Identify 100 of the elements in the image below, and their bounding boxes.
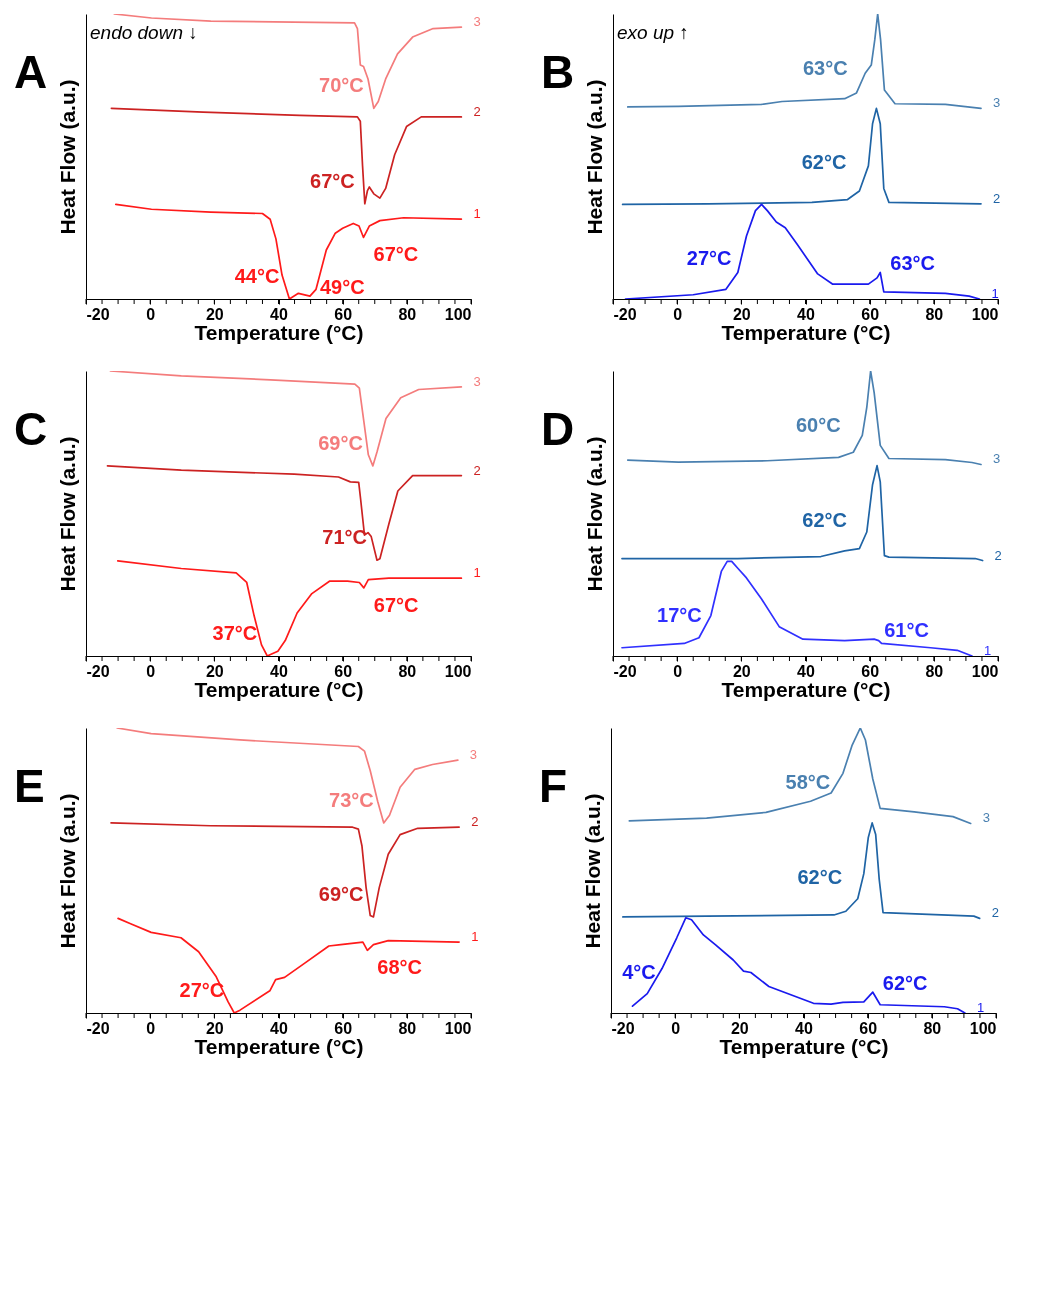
annotation: 17°C	[657, 604, 702, 627]
x-axis-title: Temperature (°C)	[719, 1034, 889, 1058]
x-tick-label: 80	[925, 662, 944, 680]
x-tick-label: 0	[673, 662, 683, 680]
series-label: 1	[471, 929, 479, 945]
y-axis-title: Heat Flow (a.u.)	[55, 79, 79, 235]
annotation: 4°C	[622, 960, 656, 983]
annotation: 58°C	[785, 771, 831, 793]
x-tick-label: 20	[732, 662, 751, 680]
annotation: 73°C	[329, 788, 374, 811]
annotation: 62°C	[882, 972, 928, 995]
x-tick-label: 60	[861, 662, 880, 680]
series-label: 2	[471, 814, 479, 830]
text: C	[14, 403, 48, 455]
x-tick-label: -20	[611, 1019, 635, 1037]
annotation: 49°C	[319, 276, 365, 299]
annotation: 69°C	[318, 431, 363, 454]
x-tick-label: -20	[613, 305, 637, 323]
series-label: 3	[473, 373, 481, 389]
x-tick-label: -20	[613, 662, 637, 680]
series-label: 1	[984, 643, 992, 658]
series-label: 3	[993, 451, 1001, 467]
x-tick-label: 40	[270, 305, 288, 323]
series-label: 1	[473, 206, 481, 222]
annotation: 67°C	[373, 593, 419, 616]
series-label: 3	[473, 14, 481, 30]
x-tick-label: 60	[859, 1019, 878, 1037]
x-tick-label: 0	[671, 1019, 681, 1037]
x-tick-label: 40	[797, 305, 815, 323]
annotation: 62°C	[801, 151, 847, 174]
series-label: 2	[994, 547, 1002, 563]
x-tick-label: 60	[334, 1019, 353, 1037]
y-axis-title: Heat Flow (a.u.)	[582, 79, 606, 235]
annotation: 71°C	[322, 526, 367, 549]
x-tick-label: 60	[334, 305, 353, 323]
x-tick-label: 80	[925, 305, 944, 323]
x-tick-label: 80	[923, 1019, 942, 1037]
y-axis-title: Heat Flow (a.u.)	[580, 793, 604, 949]
x-tick-label: 60	[861, 305, 880, 323]
annotation: 70°C	[319, 74, 364, 97]
y-axis-title: Heat Flow (a.u.)	[55, 793, 79, 949]
series-label: 3	[982, 810, 990, 826]
annotation: exo up ↑	[617, 22, 689, 43]
x-tick-label: 40	[270, 662, 288, 680]
x-tick-label: -20	[86, 1019, 110, 1037]
x-axis-title: Temperature (°C)	[721, 320, 891, 344]
annotation: 63°C	[803, 57, 848, 79]
x-tick-label: 80	[398, 662, 417, 680]
x-tick-label: 20	[205, 662, 224, 680]
annotation: 67°C	[310, 169, 355, 192]
x-tick-label: 100	[971, 662, 999, 680]
text: E	[14, 760, 45, 812]
x-tick-label: 40	[270, 1019, 288, 1037]
annotation: 67°C	[373, 243, 419, 266]
x-tick-label: 40	[797, 662, 815, 680]
x-tick-label: -20	[86, 662, 110, 680]
text: D	[541, 403, 575, 455]
series-label: 2	[473, 103, 481, 119]
series-label: 3	[469, 747, 478, 763]
x-tick-label: 0	[146, 305, 156, 323]
text: B	[541, 46, 575, 98]
annotation: 61°C	[884, 619, 929, 642]
x-tick-label: 60	[334, 662, 353, 680]
annotation: 63°C	[890, 252, 935, 275]
series-label: 1	[976, 1000, 985, 1015]
x-tick-label: 100	[971, 305, 999, 323]
x-tick-label: 0	[146, 662, 156, 680]
y-axis-title: Heat Flow (a.u.)	[55, 436, 79, 592]
x-axis-title: Temperature (°C)	[194, 1034, 364, 1058]
x-axis-title: Temperature (°C)	[194, 677, 364, 701]
x-axis-title: Temperature (°C)	[721, 677, 891, 701]
annotation: 27°C	[686, 247, 732, 270]
annotation: 68°C	[377, 956, 423, 979]
x-tick-label: 80	[398, 305, 417, 323]
series-label: 1	[991, 286, 999, 301]
x-tick-label: 80	[398, 1019, 417, 1037]
series-label: 1	[473, 565, 481, 581]
series-label: 2	[473, 462, 481, 478]
x-tick-label: 100	[444, 305, 472, 323]
series-label: 2	[991, 905, 999, 921]
x-tick-label: 0	[673, 305, 683, 323]
x-tick-label: -20	[86, 305, 110, 323]
annotation: endo down ↓	[90, 22, 198, 43]
series-label: 3	[993, 95, 1001, 111]
x-tick-label: 40	[795, 1019, 813, 1037]
x-tick-label: 20	[205, 305, 224, 323]
y-axis-title: Heat Flow (a.u.)	[582, 436, 606, 592]
x-tick-label: 20	[730, 1019, 749, 1037]
x-axis-title: Temperature (°C)	[194, 320, 364, 344]
x-tick-label: 0	[146, 1019, 156, 1037]
annotation: 60°C	[795, 414, 841, 436]
annotation: 62°C	[802, 508, 848, 531]
x-tick-label: 20	[732, 305, 751, 323]
annotation: 44°C	[234, 265, 280, 287]
x-tick-label: 20	[205, 1019, 224, 1037]
annotation: 62°C	[797, 865, 843, 888]
annotation: 69°C	[318, 882, 364, 905]
x-tick-label: 100	[444, 1019, 472, 1037]
series-label: 2	[993, 190, 1001, 206]
text: F	[539, 760, 568, 812]
